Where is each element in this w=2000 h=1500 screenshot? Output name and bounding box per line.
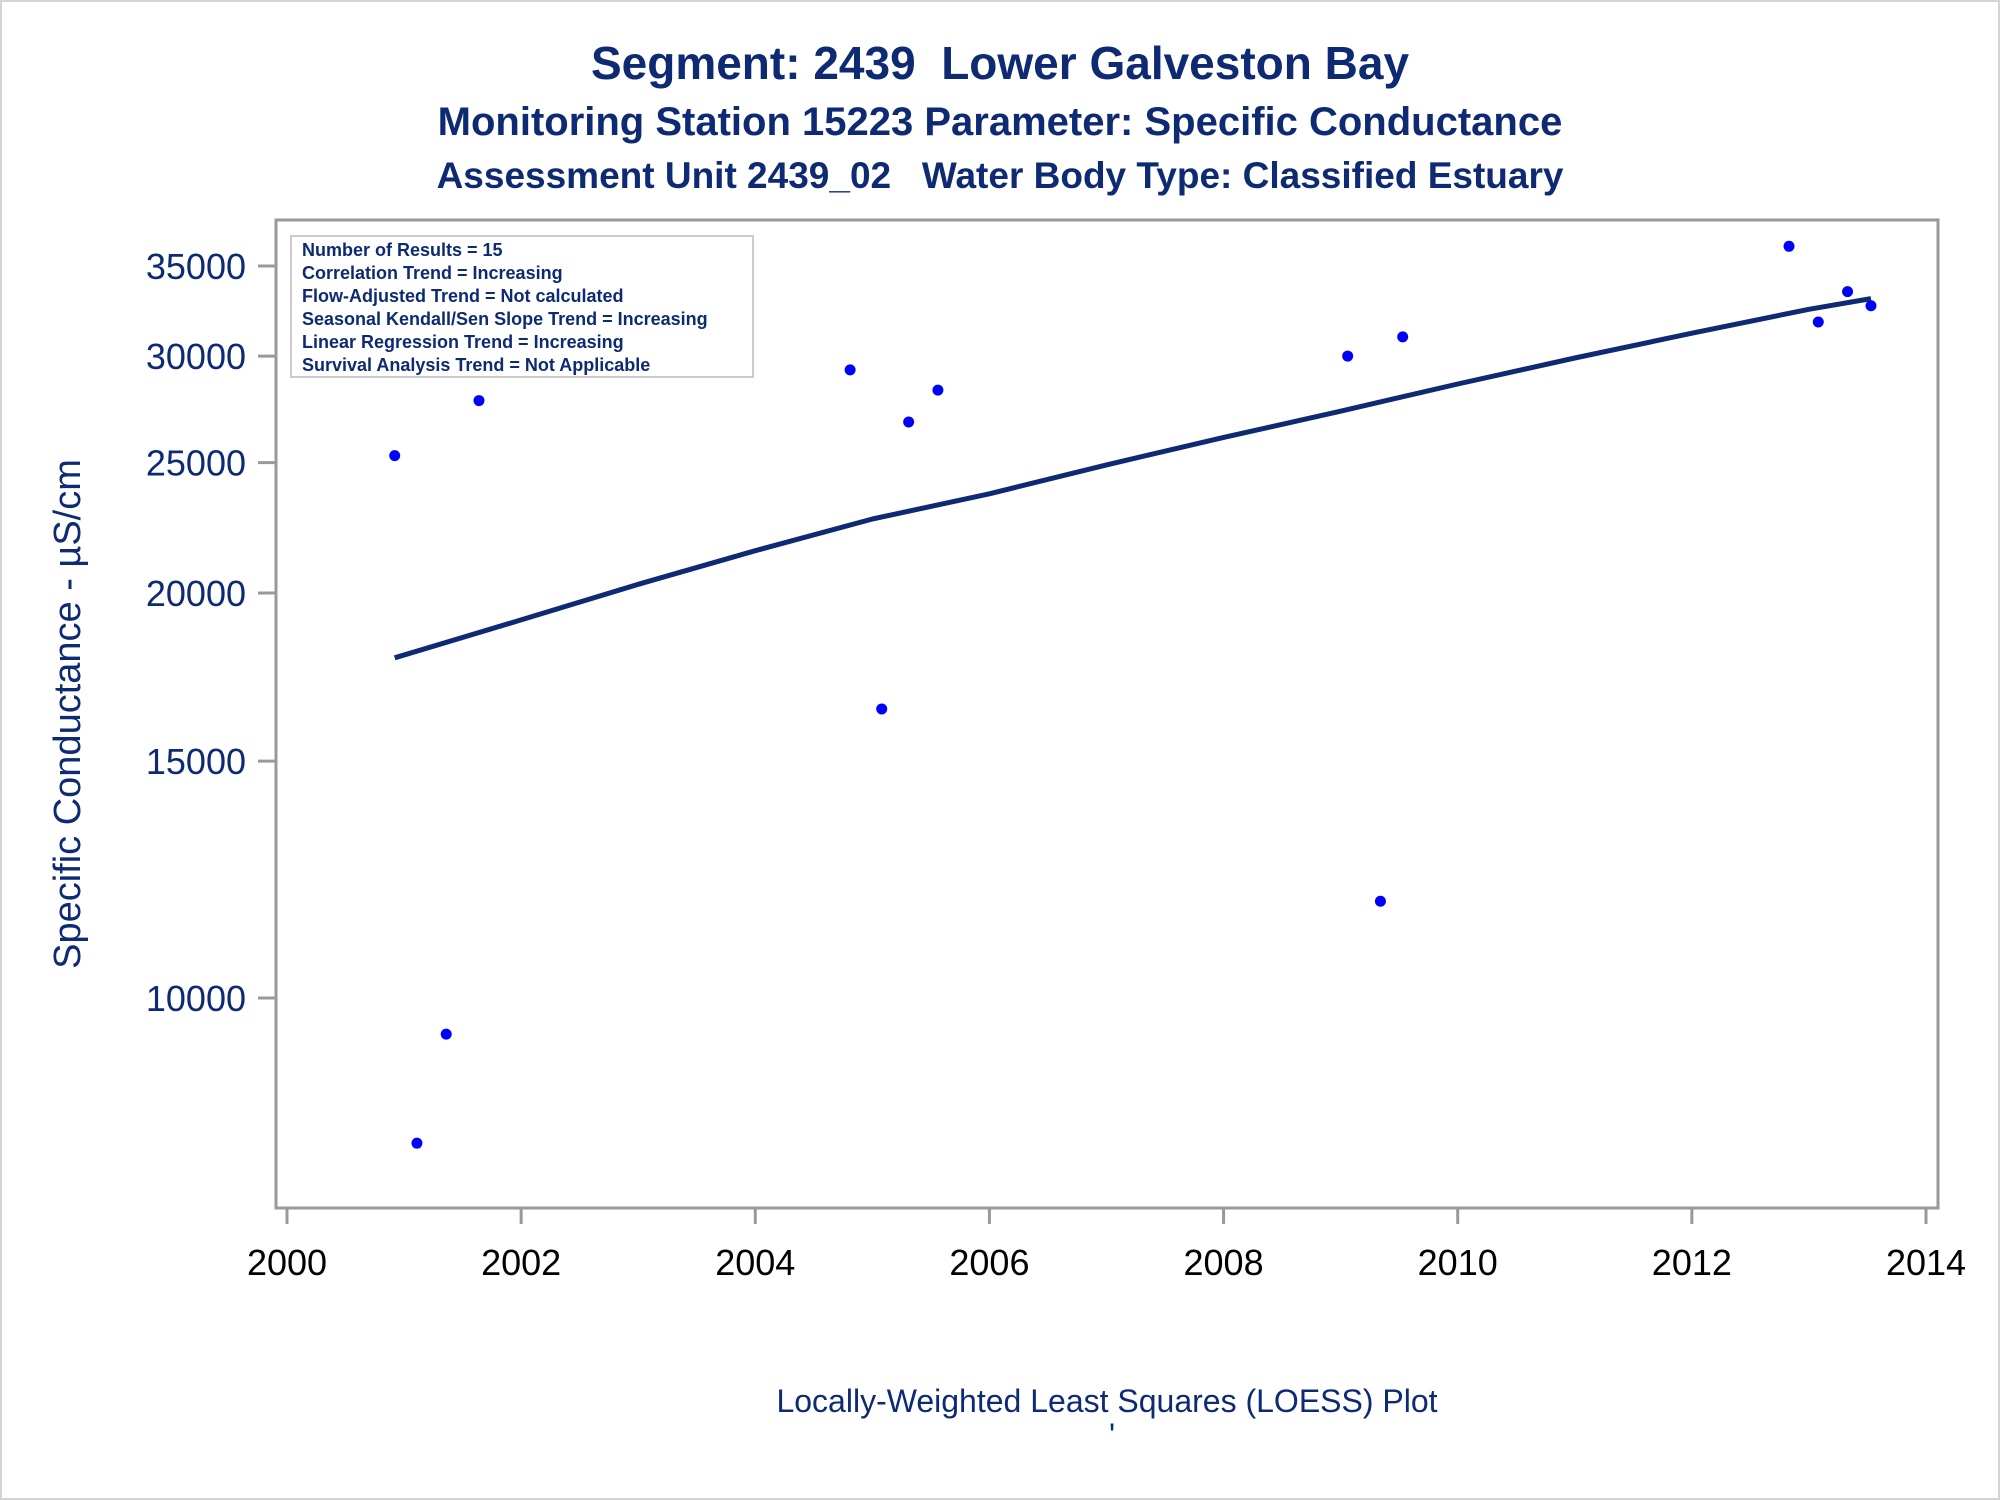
- data-point: [1397, 331, 1409, 343]
- data-point: [411, 1137, 423, 1149]
- data-point: [1865, 300, 1877, 312]
- data-point: [1842, 286, 1854, 298]
- plot-area: [274, 218, 1940, 1210]
- y-tick-label: 15000: [146, 741, 246, 782]
- x-axis: 2000 2002 2004 2006 2008 2010 2012 2014: [247, 1208, 1966, 1283]
- footer-text: Locally-Weighted Least Squares (LOESS) P…: [776, 1383, 1437, 1419]
- data-point: [876, 703, 888, 715]
- y-axis-label: Specific Conductance - µS/cm: [47, 459, 89, 969]
- y-tick-label: 20000: [146, 573, 246, 614]
- data-points: [389, 240, 1877, 1149]
- chart-subtitle-2: Assessment Unit 2439_02 Water Body Type:…: [436, 155, 1564, 196]
- legend-entry: Correlation Trend = Increasing: [302, 263, 563, 283]
- data-point: [440, 1028, 452, 1040]
- data-point: [1342, 350, 1354, 362]
- x-tick-label: 2014: [1886, 1242, 1966, 1283]
- chart-subtitle: Monitoring Station 15223 Parameter: Spec…: [437, 100, 1563, 144]
- x-tick-label: 2006: [949, 1242, 1029, 1283]
- data-point: [473, 395, 485, 407]
- x-tick-label: 2010: [1418, 1242, 1498, 1283]
- x-tick-label: 2002: [481, 1242, 561, 1283]
- data-point: [1374, 895, 1386, 907]
- legend-entry: Number of Results = 15: [302, 240, 503, 260]
- y-axis: 10000 15000 20000 25000 30000 35000: [146, 246, 276, 1019]
- data-point: [1812, 316, 1824, 328]
- legend-entry: Linear Regression Trend = Increasing: [302, 332, 624, 352]
- data-point: [903, 416, 915, 428]
- y-tick-label: 30000: [146, 336, 246, 377]
- data-point: [844, 364, 856, 376]
- x-tick-label: 2008: [1184, 1242, 1264, 1283]
- footer-mark: ': [1109, 1417, 1115, 1453]
- x-tick-label: 2004: [715, 1242, 795, 1283]
- data-point: [932, 384, 944, 396]
- legend-entry: Seasonal Kendall/Sen Slope Trend = Incre…: [302, 309, 708, 329]
- x-tick-label: 2000: [247, 1242, 327, 1283]
- y-tick-label: 10000: [146, 978, 246, 1019]
- y-tick-label: 25000: [146, 443, 246, 484]
- chart-title: Segment: 2439 Lower Galveston Bay: [590, 37, 1410, 89]
- data-point: [389, 450, 401, 462]
- legend-entry: Survival Analysis Trend = Not Applicable: [302, 355, 650, 375]
- legend-entry: Flow-Adjusted Trend = Not calculated: [302, 286, 624, 306]
- data-point: [1783, 240, 1795, 252]
- legend-box: Number of Results = 15 Correlation Trend …: [290, 235, 754, 378]
- loess-trend-line: [393, 296, 1872, 661]
- y-tick-label: 35000: [146, 246, 246, 287]
- x-tick-label: 2012: [1652, 1242, 1732, 1283]
